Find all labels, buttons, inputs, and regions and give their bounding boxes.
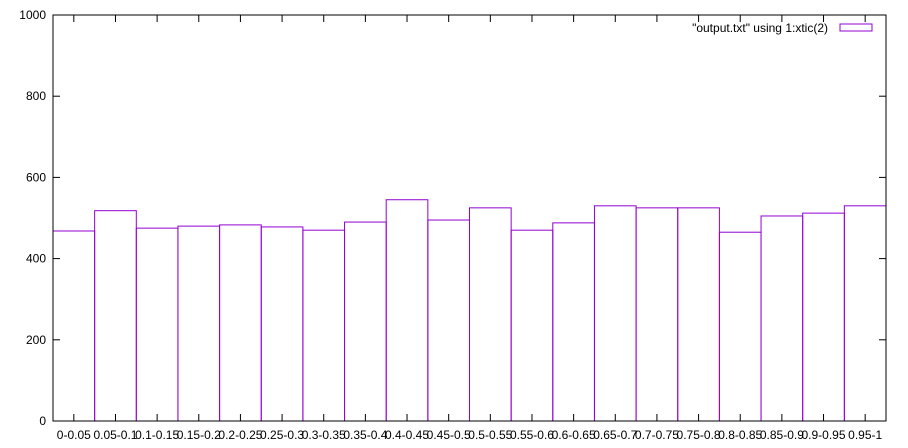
x-tick-label: 0.55-0.6 bbox=[510, 428, 554, 442]
bar-0.9-0.95 bbox=[802, 212, 845, 422]
axes-group bbox=[52, 14, 887, 422]
bar-0.75-0.8 bbox=[677, 207, 720, 422]
y-tick-label: 1000 bbox=[19, 8, 46, 22]
bar-0.3-0.35 bbox=[302, 229, 346, 422]
bar-0.2-0.25 bbox=[219, 224, 262, 422]
legend-label: "output.txt" using 1:xtic(2) bbox=[692, 21, 828, 35]
bar-0.7-0.75 bbox=[635, 207, 679, 422]
x-tick-label: 0.5-0.55 bbox=[468, 428, 512, 442]
x-tick-label: 0.1-0.15 bbox=[135, 428, 179, 442]
x-tick-label: 0.9-0.95 bbox=[802, 428, 846, 442]
x-tick-label: 0.25-0.3 bbox=[260, 428, 304, 442]
bar-0.65-0.7 bbox=[593, 205, 637, 422]
bar-0-0.05 bbox=[52, 230, 96, 422]
bar-0.55-0.6 bbox=[510, 229, 554, 422]
bars-group bbox=[52, 199, 887, 422]
bar-0.15-0.2 bbox=[177, 225, 221, 422]
x-tick-label: 0.3-0.35 bbox=[302, 428, 346, 442]
bar-0.5-0.55 bbox=[469, 207, 512, 422]
y-tick-label: 200 bbox=[26, 333, 46, 347]
x-tick-label: 0.8-0.85 bbox=[718, 428, 762, 442]
y-tick-label: 400 bbox=[26, 252, 46, 266]
x-tick-label: 0.35-0.4 bbox=[343, 428, 387, 442]
bar-0.25-0.3 bbox=[260, 226, 304, 422]
x-tick-label: 0.75-0.8 bbox=[677, 428, 721, 442]
x-tick-label: 0.4-0.45 bbox=[385, 428, 429, 442]
x-axis-ticks: 0-0.05 0.05-0.10.1-0.150.15-0.20.2-0.250.… bbox=[57, 15, 883, 442]
bar-0.35-0.4 bbox=[344, 221, 387, 422]
bar-0.8-0.85 bbox=[718, 231, 762, 422]
bar-0.6-0.65 bbox=[552, 222, 595, 422]
bar-0.4-0.45 bbox=[385, 199, 429, 422]
bar-0.45-0.5 bbox=[427, 219, 471, 422]
plot-frame bbox=[52, 14, 887, 422]
x-tick-label: 0.6-0.65 bbox=[552, 428, 596, 442]
legend-swatch bbox=[839, 23, 873, 32]
x-tick-label: 0.15-0.2 bbox=[177, 428, 221, 442]
y-tick-label: 0 bbox=[39, 414, 46, 428]
bar-0.1-0.15 bbox=[135, 227, 179, 422]
bar-0.85-0.9 bbox=[760, 215, 804, 422]
x-tick-label: 0.85-0.9 bbox=[760, 428, 804, 442]
y-tick-label: 600 bbox=[26, 170, 46, 184]
x-tick-label: 0.7-0.75 bbox=[635, 428, 679, 442]
x-tick-label: 0.45-0.5 bbox=[427, 428, 471, 442]
y-axis-ticks: 0 200 400 600 800 1000 bbox=[19, 8, 886, 428]
legend: "output.txt" using 1:xtic(2) bbox=[692, 21, 873, 35]
bar-0.05-0.1 bbox=[94, 210, 137, 422]
x-tick-label: 0.95-1 bbox=[848, 428, 882, 442]
x-tick-label: 0.65-0.7 bbox=[593, 428, 637, 442]
y-tick-label: 800 bbox=[26, 89, 46, 103]
x-tick-label: 0.2-0.25 bbox=[218, 428, 262, 442]
x-tick-label: 0-0.05 bbox=[57, 428, 91, 442]
x-tick-label: 0.05-0.1 bbox=[93, 428, 137, 442]
bar-0.95-1 bbox=[843, 205, 887, 422]
